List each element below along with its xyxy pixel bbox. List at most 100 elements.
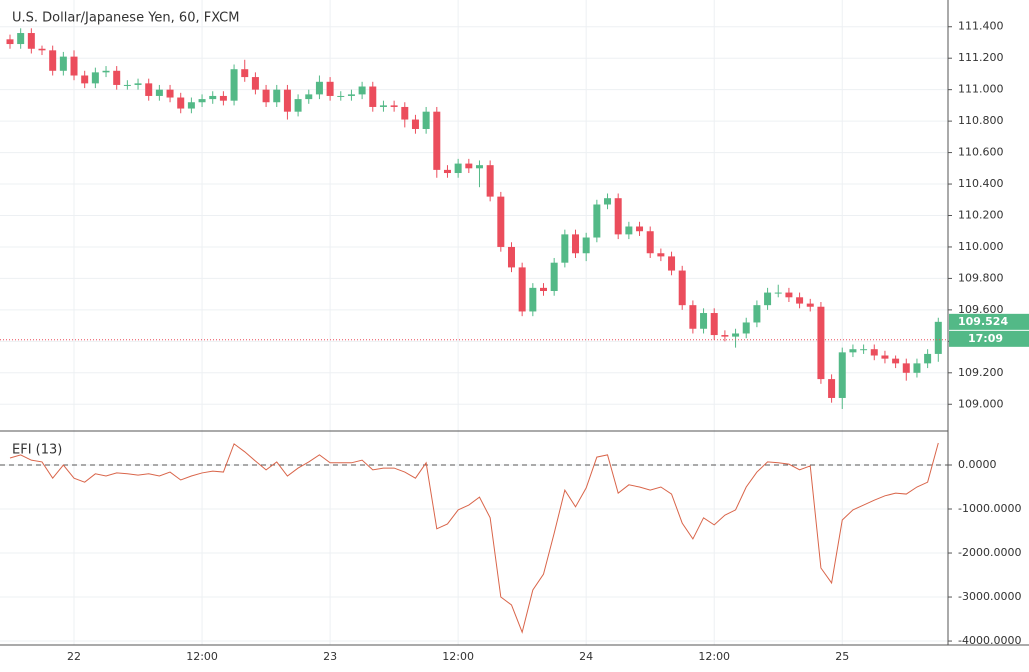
x-tick-label: 12:00 bbox=[442, 650, 474, 663]
candle-body bbox=[241, 69, 249, 78]
candle-body bbox=[337, 95, 345, 97]
candle-body bbox=[540, 287, 547, 292]
candle-body bbox=[369, 86, 377, 107]
last-price-badge bbox=[949, 313, 1029, 330]
candle-body bbox=[283, 89, 291, 112]
y-tick-label: 110.200 bbox=[958, 209, 1004, 222]
candle-body bbox=[113, 70, 121, 85]
x-tick-label: 25 bbox=[835, 650, 849, 663]
candle-body bbox=[347, 94, 355, 96]
candle-body bbox=[764, 292, 772, 306]
candle-body bbox=[38, 48, 46, 51]
candle-body bbox=[486, 165, 494, 197]
candle-body bbox=[710, 313, 718, 336]
candle-body bbox=[838, 352, 846, 398]
y-tick-label: 110.400 bbox=[958, 177, 1004, 190]
candle-body bbox=[27, 33, 35, 49]
candle-body bbox=[390, 105, 398, 107]
candle-body bbox=[91, 72, 99, 84]
candle-body bbox=[657, 253, 665, 257]
candle-body bbox=[454, 163, 462, 174]
candle-body bbox=[6, 39, 14, 45]
candle-body bbox=[219, 95, 227, 101]
candle-body bbox=[209, 95, 217, 100]
candle-body bbox=[433, 111, 441, 170]
y-tick-label: 111.400 bbox=[958, 20, 1004, 33]
indicator-line bbox=[9, 442, 939, 634]
candle-body bbox=[550, 262, 558, 292]
chart-title: U.S. Dollar/Japanese Yen, 60, FXCM bbox=[12, 11, 239, 26]
candle-body bbox=[924, 353, 932, 364]
candle-body bbox=[742, 322, 750, 334]
x-tick-label: 24 bbox=[579, 650, 593, 663]
candle-body bbox=[166, 89, 174, 98]
candle-body bbox=[81, 75, 89, 84]
y-tick-label: 109.800 bbox=[958, 271, 1004, 284]
candle-body bbox=[49, 50, 57, 71]
candle-body bbox=[262, 89, 270, 103]
candle-body bbox=[614, 198, 622, 235]
y-tick-label: 110.000 bbox=[958, 240, 1004, 253]
candle-body bbox=[358, 86, 366, 95]
candle-body bbox=[411, 119, 419, 129]
candle-body bbox=[305, 94, 313, 100]
candle-body bbox=[294, 99, 302, 112]
candle-body bbox=[774, 292, 782, 294]
candle-body bbox=[518, 267, 526, 312]
candle-body bbox=[529, 287, 537, 312]
x-tick-label: 23 bbox=[323, 650, 337, 663]
candle-body bbox=[604, 198, 612, 205]
candle-body bbox=[721, 335, 729, 337]
candle-body bbox=[732, 333, 740, 337]
y-tick-label: -1000.0000 bbox=[958, 502, 1021, 515]
candle-body bbox=[59, 56, 67, 71]
indicator-title: EFI (13) bbox=[12, 443, 62, 458]
candle-body bbox=[796, 297, 804, 304]
candle-body bbox=[646, 231, 654, 254]
candle-body bbox=[561, 234, 569, 263]
x-tick-label: 22 bbox=[67, 650, 81, 663]
y-tick-label: 110.800 bbox=[958, 114, 1004, 127]
candle-body bbox=[198, 99, 206, 103]
candle-body bbox=[315, 81, 323, 95]
candle-body bbox=[892, 358, 900, 364]
candle-body bbox=[145, 83, 153, 96]
candle-body bbox=[507, 246, 515, 268]
y-tick-label: 109.200 bbox=[958, 366, 1004, 379]
candle-body bbox=[753, 305, 761, 323]
candle-body bbox=[572, 234, 580, 254]
candle-body bbox=[849, 349, 857, 353]
candle-body bbox=[155, 89, 163, 96]
y-tick-label: 109.600 bbox=[958, 303, 1004, 316]
candle-body bbox=[17, 33, 25, 45]
candle-body bbox=[177, 97, 185, 109]
candle-body bbox=[326, 81, 334, 96]
candle-body bbox=[625, 226, 633, 235]
candle-body bbox=[123, 84, 131, 86]
candle-body bbox=[817, 306, 825, 380]
candle-body bbox=[134, 83, 142, 85]
candle-body bbox=[497, 196, 505, 247]
candle-body bbox=[70, 56, 78, 76]
y-tick-label: -4000.0000 bbox=[958, 634, 1021, 647]
candle-body bbox=[102, 70, 110, 73]
candle-body bbox=[913, 363, 921, 373]
candle-body bbox=[251, 77, 259, 90]
x-tick-label: 12:00 bbox=[698, 650, 730, 663]
candle-body bbox=[902, 363, 910, 373]
candle-body bbox=[668, 256, 676, 271]
candle-body bbox=[806, 303, 814, 307]
x-tick-label: 12:00 bbox=[186, 650, 218, 663]
candle-body bbox=[187, 102, 195, 109]
candle-body bbox=[475, 165, 483, 169]
y-tick-label: 110.600 bbox=[958, 146, 1004, 159]
candle-body bbox=[465, 163, 473, 169]
candle-body bbox=[678, 270, 686, 306]
y-tick-label: 111.000 bbox=[958, 83, 1004, 96]
candle-body bbox=[689, 305, 697, 329]
candle-body bbox=[870, 349, 878, 356]
countdown-badge bbox=[949, 330, 1029, 347]
y-tick-label: 0.0000 bbox=[958, 458, 997, 471]
candle-body bbox=[860, 349, 868, 351]
y-tick-label: -2000.0000 bbox=[958, 546, 1021, 559]
